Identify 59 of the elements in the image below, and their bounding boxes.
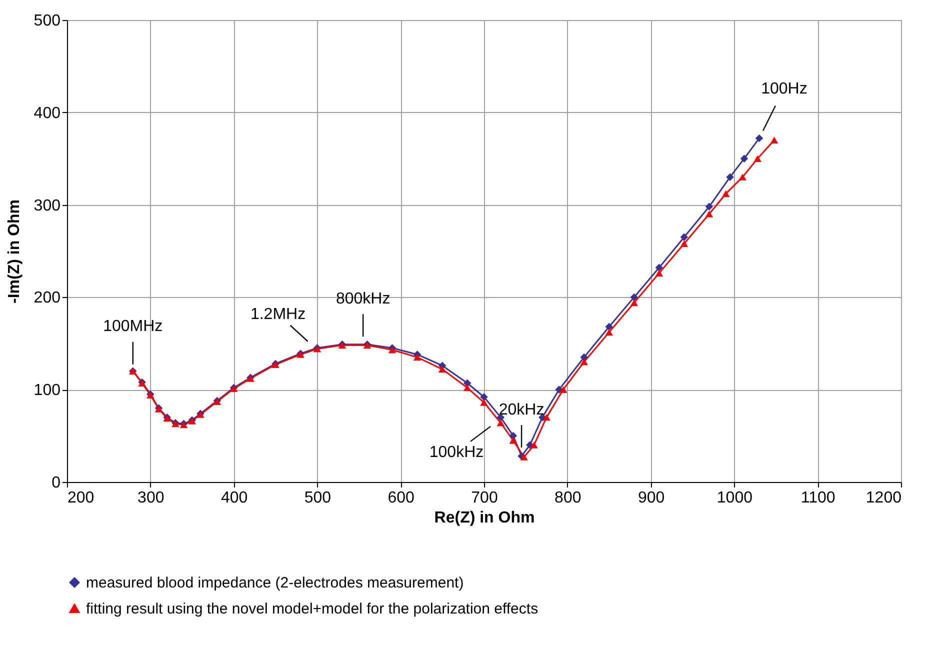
annotation: 100Hz xyxy=(761,80,808,98)
x-tick-label: 1200 xyxy=(866,490,902,506)
point xyxy=(755,134,764,142)
legend-label: measured blood impedance (2-electrodes measurement) xyxy=(86,574,464,592)
x-tick-label: 1000 xyxy=(716,490,753,506)
point xyxy=(705,202,714,211)
y-tick-label: 500 xyxy=(34,12,61,30)
point xyxy=(605,328,613,336)
y-tick-label: 300 xyxy=(34,197,61,214)
point xyxy=(680,240,688,247)
point xyxy=(655,264,664,272)
point xyxy=(463,379,472,388)
point xyxy=(496,420,505,426)
y-tick-label: 100 xyxy=(34,382,61,400)
point xyxy=(580,353,588,362)
annotation: 100kHz xyxy=(429,444,484,461)
point xyxy=(413,354,422,361)
x-tick-label: 300 xyxy=(138,490,164,506)
x-tick-label: 200 xyxy=(68,490,94,506)
y-axis-title: -Im(Z) in Ohm xyxy=(6,200,23,304)
point xyxy=(559,386,568,393)
point xyxy=(754,155,762,162)
point xyxy=(463,384,472,392)
point xyxy=(655,270,664,277)
x-axis-title: Re(Z) in Ohm xyxy=(434,510,535,526)
point xyxy=(388,346,396,354)
point xyxy=(722,190,730,198)
y-tick-label: 200 xyxy=(34,290,61,307)
point xyxy=(630,293,638,302)
point xyxy=(605,322,613,331)
point xyxy=(740,154,748,162)
point xyxy=(509,437,518,444)
annotation: 20kHz xyxy=(498,401,544,418)
point xyxy=(530,442,538,448)
point xyxy=(480,399,488,406)
point xyxy=(438,366,446,373)
annotation: 800kHz xyxy=(336,290,390,308)
x-tick-label: 500 xyxy=(304,490,332,506)
y-tick-label: 400 xyxy=(34,104,61,122)
point xyxy=(680,233,688,242)
y-tick-label: 0 xyxy=(52,474,61,492)
annotation: 100MHz xyxy=(103,318,163,336)
x-tick-label: 600 xyxy=(388,490,415,506)
x-tick-label: 900 xyxy=(638,490,665,506)
x-tick-label: 400 xyxy=(220,490,248,506)
point xyxy=(542,414,550,421)
point xyxy=(705,210,714,218)
x-tick-label: 700 xyxy=(471,490,498,506)
point xyxy=(738,174,746,180)
point xyxy=(726,173,734,181)
point xyxy=(630,299,638,306)
point xyxy=(580,358,588,366)
point xyxy=(520,454,528,460)
point xyxy=(770,136,778,144)
legend-label: fitting result using the novel model+model for the polarization effects xyxy=(86,600,538,618)
point xyxy=(480,393,488,401)
x-tick-label: 800 xyxy=(554,490,582,506)
annotation: 1.2MHz xyxy=(250,306,306,324)
x-tick-label: 1100 xyxy=(800,490,836,506)
